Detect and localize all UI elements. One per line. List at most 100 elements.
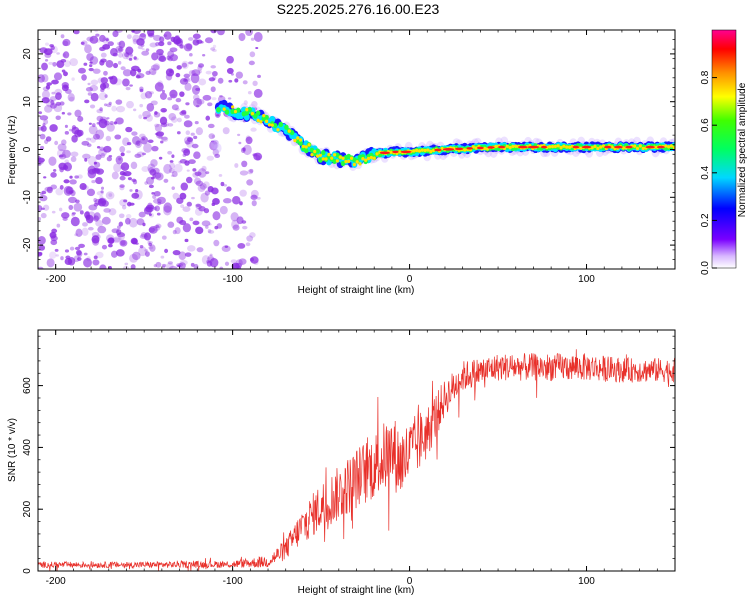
noise-dot [144,249,149,252]
noise-dot [170,174,175,177]
noise-dot [176,216,184,224]
noise-dot [70,156,77,163]
noise-dot [55,254,59,257]
noise-dot [230,212,239,222]
noise-dot [120,162,130,171]
noise-dot [124,262,129,266]
ridge-peak [527,145,540,149]
ridge-cell [505,144,509,148]
noise-dot [175,97,182,103]
noise-dot [187,37,194,41]
noise-dot [129,253,138,263]
noise-dot [168,113,177,121]
noise-dot [232,224,240,231]
ridge-cell [550,144,555,149]
noise-dot [162,136,169,142]
noise-dot [173,163,183,173]
noise-dot [149,42,158,48]
ridge-cell [369,155,373,160]
noise-dot [125,126,133,133]
colorbar-ticks: 0.0 0.2 0.4 0.6 0.8 [700,70,717,275]
noise-dot [246,179,254,186]
noise-dot [101,244,108,250]
noise-dot [143,143,152,153]
noise-dot [128,217,138,228]
ridge-cell [296,136,300,140]
noise-dot [106,117,110,120]
noise-dot [158,156,163,160]
ridge-cell [307,143,311,147]
noise-dot [178,160,182,164]
noise-dot [204,37,214,44]
noise-dot [91,179,96,184]
noise-dot [38,217,42,221]
noise-dot [131,131,138,136]
noise-dot [92,259,100,266]
chart-title: S225.2025.276.16.00.E23 [276,1,440,17]
noise-dot [119,239,128,247]
noise-dot [132,38,138,45]
noise-dot [68,96,75,102]
noise-dot [97,225,107,234]
ridge-cell [278,121,284,127]
noise-dot [84,214,91,220]
noise-dot [108,243,113,248]
noise-dot [160,122,168,128]
noise-dot [195,204,203,210]
noise-dot [250,127,257,132]
noise-dot [178,262,186,269]
noise-dot [38,126,44,131]
spectrogram-x-tick-label: -100 [223,274,243,285]
ridge-cell [245,108,249,112]
noise-dot [155,131,163,139]
noise-dot [126,142,132,146]
noise-dot [185,130,191,136]
noise-dot [194,171,202,177]
noise-dot [54,140,59,146]
noise-dot [147,163,156,173]
noise-dot [116,105,126,113]
noise-dot [86,137,92,141]
noise-dot [161,235,167,240]
noise-dot [67,93,75,102]
noise-dot [183,136,193,145]
noise-dot [133,108,137,112]
noise-dot [93,161,97,165]
ridge-peak [625,145,633,149]
noise-dot [49,44,54,47]
noise-dot [145,206,154,213]
noise-dot [90,92,99,102]
noise-dot [105,135,112,142]
noise-dot [130,264,136,269]
ridge-cell [352,162,356,167]
ridge-cell [667,145,671,149]
noise-dot [89,104,96,109]
noise-dot [130,161,138,170]
noise-dot [77,174,83,179]
noise-dot [206,155,215,161]
noise-dot [86,53,94,62]
ridge-cell [289,130,295,136]
noise-dot [210,47,216,51]
noise-dot [99,107,103,112]
noise-dot [107,41,114,47]
noise-dot [205,225,209,229]
ridge-cell [313,149,317,154]
noise-dot [41,190,47,195]
noise-dot [86,36,94,42]
noise-dot [71,77,75,81]
noise-dot [114,134,122,140]
noise-dot [102,43,111,50]
noise-dot [134,140,142,149]
noise-dot [151,176,155,180]
noise-dot [155,42,160,47]
noise-dot [238,141,242,145]
noise-dot [100,190,104,194]
noise-dot [103,70,108,76]
noise-dot [122,137,130,146]
ridge-peak [476,146,484,150]
noise-dot [255,46,259,50]
noise-dot [151,52,159,61]
noise-dot [195,127,204,136]
ridge-cell [474,146,478,150]
